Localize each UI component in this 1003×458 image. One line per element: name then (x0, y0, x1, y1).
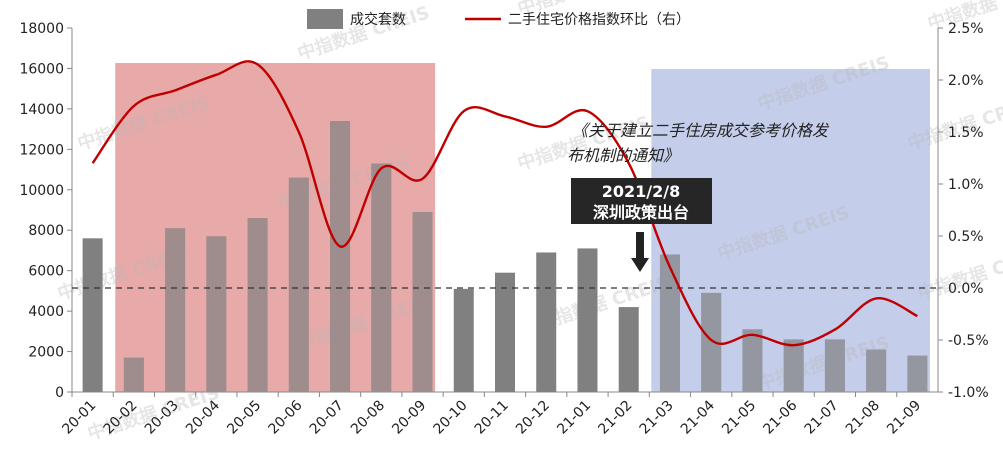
bar-region-tint (866, 349, 887, 392)
bar-region-tint (288, 177, 309, 392)
y-right-tick-label: 0.5% (948, 229, 984, 245)
bar (123, 357, 144, 392)
bar (701, 292, 722, 392)
y-left-tick-label: 12000 (19, 142, 64, 158)
x-tick-label: 20-12 (513, 398, 553, 438)
bar-region-tint (742, 329, 763, 392)
bar-region-tint (371, 163, 392, 392)
y-right-tick-label: 1.0% (948, 177, 984, 193)
bar-region-tint (412, 212, 433, 392)
policy-annotation: 《关于建立二手住房成交参考价格发 布机制的通知》 (567, 121, 830, 165)
bar-region-tint (165, 228, 186, 392)
y-left-tick-label: 16000 (19, 61, 64, 77)
bar-region-tint (659, 254, 680, 392)
region-bar-overlays (123, 121, 928, 393)
y-right-tick-label: 2.5% (948, 21, 984, 37)
bar (618, 307, 639, 392)
x-tick-label: 20-10 (431, 398, 471, 438)
bar (577, 248, 598, 392)
bar-region-tint (824, 339, 845, 392)
bar-region-tint (206, 236, 227, 392)
bar (495, 272, 515, 392)
x-tick-label: 21-09 (884, 398, 924, 438)
bar (907, 355, 928, 392)
y-left-tick-label: 18000 (19, 21, 64, 37)
legend-swatch-bar (307, 9, 343, 29)
y-left-tick-label: 14000 (19, 102, 64, 118)
x-tick-label: 20-06 (266, 397, 306, 437)
x-tick-label: 20-07 (307, 398, 347, 438)
bar (206, 236, 227, 392)
bar (866, 349, 887, 392)
x-tick-label: 20-08 (348, 398, 388, 438)
bar (659, 254, 680, 392)
bar-region-tint (330, 121, 351, 393)
bar-region-tint (123, 357, 144, 392)
x-tick-label: 20-09 (389, 398, 429, 438)
bar (247, 218, 268, 392)
legend-label-bar: 成交套数 (350, 11, 406, 28)
legend-label-line: 二手住宅价格指数环比（右） (508, 12, 690, 28)
policy-annotation-text-line2: 布机制的通知》 (567, 146, 679, 165)
x-tick-label: 21-06 (760, 397, 800, 437)
bar-region-tint (907, 355, 928, 392)
bar (412, 212, 433, 392)
x-tick-label: 21-01 (554, 398, 594, 438)
bar-region-tint (247, 218, 268, 392)
callout-event: 深圳政策出台 (593, 203, 689, 222)
x-tick-label: 21-07 (802, 398, 842, 438)
policy-annotation-text-line1: 《关于建立二手住房成交参考价格发 (572, 121, 830, 140)
policy-callout: 2021/2/8 深圳政策出台 (571, 178, 712, 272)
y-left-tick-label: 4000 (28, 304, 64, 320)
bar (824, 339, 845, 392)
x-tick-label: 21-02 (595, 398, 635, 438)
bar (371, 163, 392, 392)
bar (288, 177, 309, 392)
y-right-tick-label: 0.0% (948, 281, 984, 297)
y-left-tick-label: 6000 (28, 264, 64, 280)
y-left-tick-label: 10000 (19, 183, 64, 199)
x-tick-label: 21-05 (719, 398, 759, 438)
y-left-tick-label: 8000 (28, 223, 64, 239)
y-right-tick-label: -0.5% (948, 333, 989, 349)
y-left-tick-label: 0 (55, 385, 64, 401)
line-series (91, 60, 918, 347)
callout-box (571, 178, 712, 224)
x-tick-label: 21-04 (678, 397, 718, 437)
bar-region-tint (701, 292, 722, 392)
x-tick-label: 21-08 (843, 398, 883, 438)
x-tick-label: 21-03 (637, 398, 677, 438)
bar (742, 329, 763, 392)
y-right-tick-label: -1.0% (948, 385, 989, 401)
legend: 成交套数 二手住宅价格指数环比（右） (307, 9, 690, 29)
y-left-tick-label: 2000 (28, 345, 64, 361)
bar (453, 288, 474, 392)
bar (783, 339, 804, 392)
bar-region-tint (783, 339, 804, 392)
bar (82, 238, 103, 392)
x-tick-label: 20-05 (224, 398, 264, 438)
y-right-tick-label: 1.5% (948, 125, 984, 141)
bar (330, 121, 351, 393)
y-right-tick-label: 2.0% (948, 73, 984, 89)
callout-date: 2021/2/8 (602, 182, 680, 201)
callout-arrow (631, 232, 649, 272)
x-tick-label: 20-11 (472, 398, 512, 438)
highlight-region-2 (651, 69, 930, 392)
bar (536, 252, 557, 392)
bar (165, 228, 186, 392)
bar-series (82, 121, 928, 393)
